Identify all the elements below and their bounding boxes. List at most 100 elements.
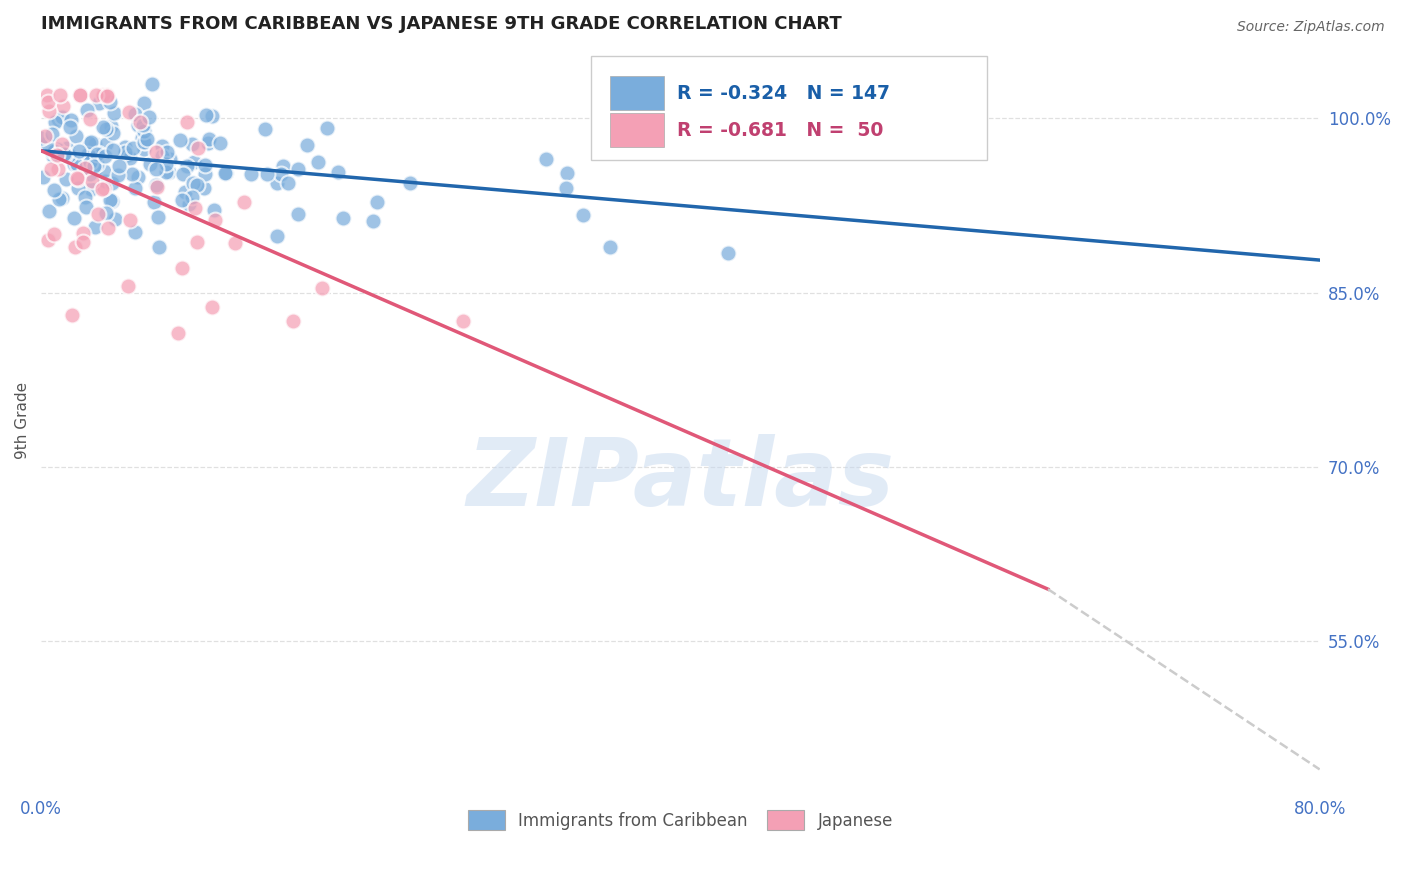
Point xyxy=(86,147,108,161)
Point xyxy=(63,239,86,253)
Text: Source: ZipAtlas.com: Source: ZipAtlas.com xyxy=(1237,20,1385,34)
Point xyxy=(48,87,70,102)
Point xyxy=(170,193,193,207)
Point xyxy=(194,108,217,122)
Point xyxy=(101,126,124,140)
Point xyxy=(44,115,66,129)
Point xyxy=(132,142,155,156)
Point xyxy=(86,157,108,171)
Point xyxy=(93,180,115,194)
Point xyxy=(266,176,288,190)
Point xyxy=(94,149,117,163)
Point xyxy=(134,135,156,149)
Point xyxy=(155,157,177,171)
Point xyxy=(326,164,349,178)
Point xyxy=(65,128,87,143)
Point xyxy=(270,167,292,181)
Point xyxy=(124,107,146,121)
Point xyxy=(134,135,156,149)
Point xyxy=(186,178,208,192)
Point xyxy=(332,211,354,225)
Point xyxy=(59,120,82,134)
Point xyxy=(72,235,94,249)
Point xyxy=(96,87,118,102)
Point xyxy=(63,211,86,225)
Point xyxy=(124,225,146,239)
Point xyxy=(101,194,124,208)
Point xyxy=(172,167,194,181)
Point xyxy=(98,95,121,110)
Point xyxy=(91,87,114,102)
Text: R = -0.324   N = 147: R = -0.324 N = 147 xyxy=(676,84,890,103)
Point xyxy=(120,151,142,165)
Point xyxy=(287,161,309,176)
Point xyxy=(224,236,246,251)
Point xyxy=(187,141,209,155)
Point xyxy=(194,158,217,172)
Point xyxy=(139,157,162,171)
Point xyxy=(75,161,97,176)
Point xyxy=(118,104,141,119)
Point xyxy=(94,174,117,188)
Point xyxy=(297,137,319,152)
Point xyxy=(83,159,105,173)
Point xyxy=(555,166,578,180)
Point xyxy=(45,142,67,156)
Point xyxy=(41,144,63,158)
Point xyxy=(281,314,304,328)
Point xyxy=(48,192,70,206)
Point xyxy=(83,161,105,176)
Point xyxy=(169,133,191,147)
Point xyxy=(453,314,475,328)
Point xyxy=(253,121,276,136)
FancyBboxPatch shape xyxy=(610,113,664,147)
Text: ZIPatlas: ZIPatlas xyxy=(467,434,894,526)
Point xyxy=(152,149,174,163)
Point xyxy=(80,181,103,195)
FancyBboxPatch shape xyxy=(610,76,664,111)
Point xyxy=(197,136,219,151)
Point xyxy=(52,147,75,161)
Point xyxy=(193,181,215,195)
Point xyxy=(173,185,195,199)
Point xyxy=(266,228,288,243)
Point xyxy=(93,164,115,178)
Point xyxy=(114,140,136,154)
Point xyxy=(91,182,114,196)
Text: IMMIGRANTS FROM CARIBBEAN VS JAPANESE 9TH GRADE CORRELATION CHART: IMMIGRANTS FROM CARIBBEAN VS JAPANESE 9T… xyxy=(41,15,842,33)
Point xyxy=(37,95,59,109)
Point xyxy=(170,260,193,275)
Point xyxy=(145,145,167,160)
Point xyxy=(76,103,98,118)
Point xyxy=(94,137,117,152)
Point xyxy=(94,206,117,220)
Point xyxy=(67,145,90,159)
Point xyxy=(41,127,63,141)
Point xyxy=(717,245,740,260)
Point xyxy=(107,168,129,182)
Point xyxy=(72,226,94,240)
Point xyxy=(41,161,63,176)
Point xyxy=(536,152,558,166)
Point xyxy=(127,118,149,132)
Point xyxy=(34,128,56,143)
Point xyxy=(101,176,124,190)
Point xyxy=(136,132,159,146)
Point xyxy=(100,119,122,133)
Point xyxy=(209,136,232,151)
Point xyxy=(232,194,254,209)
Point xyxy=(37,233,59,247)
Point xyxy=(148,211,170,225)
Point xyxy=(42,149,65,163)
Point xyxy=(141,77,163,91)
Point xyxy=(198,132,221,146)
Point xyxy=(240,167,263,181)
Point xyxy=(271,159,294,173)
Point xyxy=(69,87,91,102)
Point xyxy=(46,112,69,126)
Point xyxy=(38,204,60,219)
Point xyxy=(181,176,204,190)
Point xyxy=(134,95,156,110)
Point xyxy=(66,171,89,186)
Point xyxy=(366,194,388,209)
